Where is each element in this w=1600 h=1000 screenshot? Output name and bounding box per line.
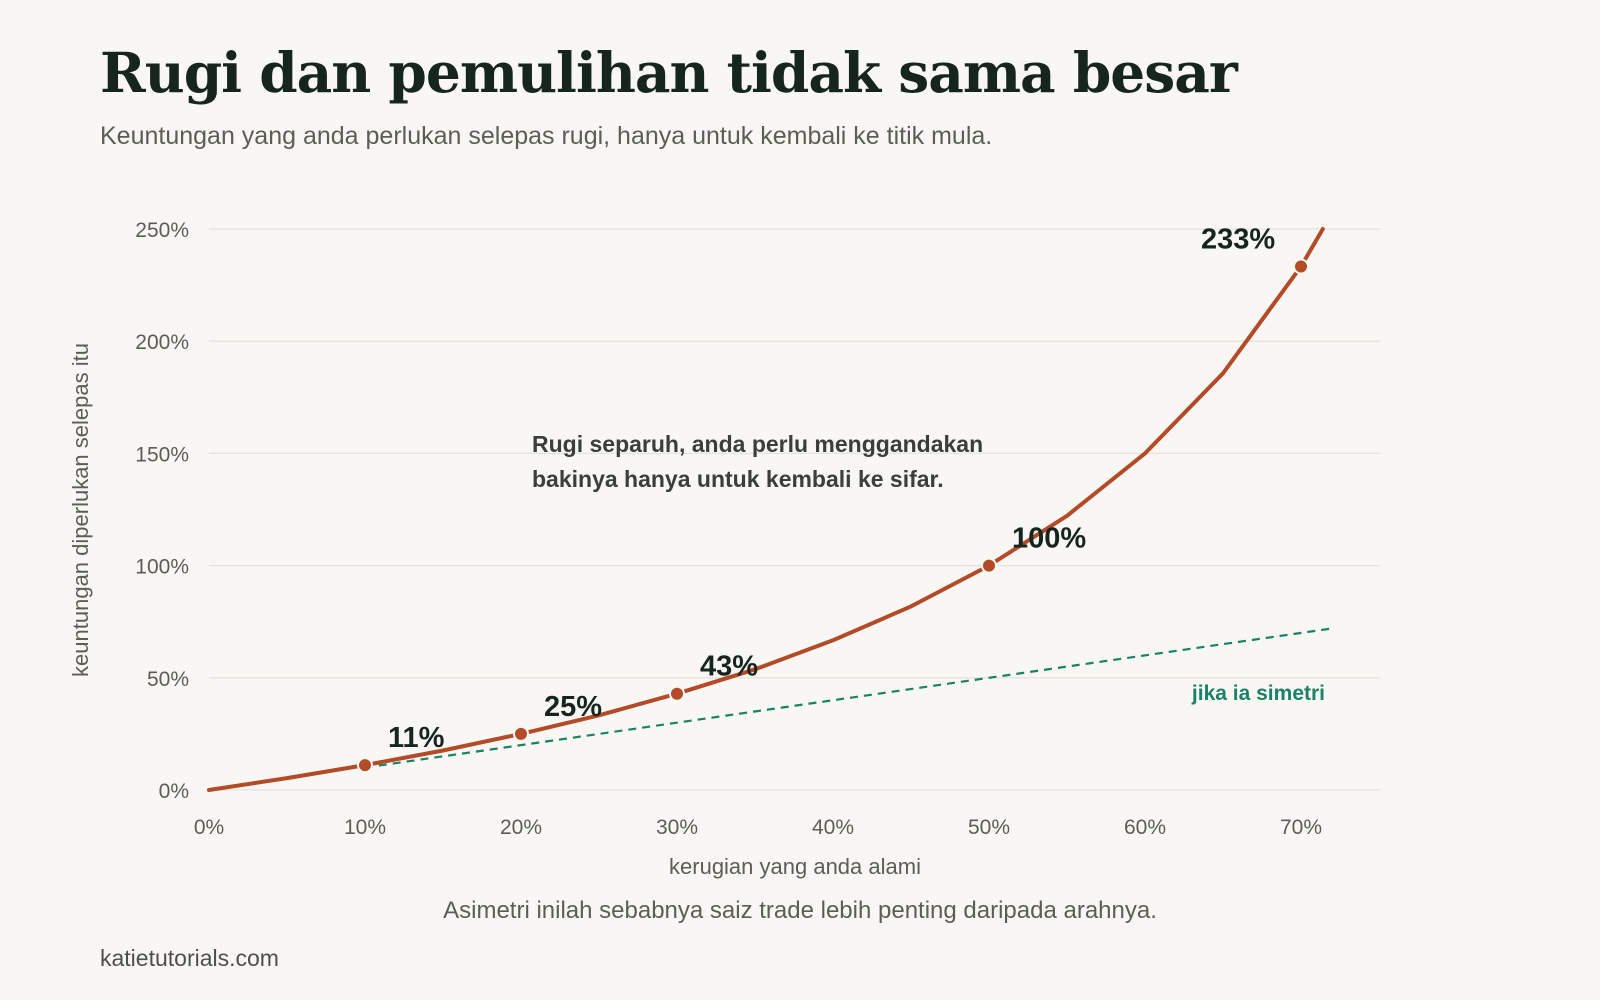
x-tick-label: 0% xyxy=(194,816,224,839)
source-credit: katietutorials.com xyxy=(100,945,279,971)
data-point xyxy=(981,557,997,574)
x-tick-label: 30% xyxy=(656,816,698,839)
x-tick-label: 60% xyxy=(1124,816,1166,839)
chart-title: Rugi dan pemulihan tidak sama besar xyxy=(100,40,1238,105)
data-label: 11% xyxy=(388,722,445,754)
chart-caption: Asimetri inilah sebabnya saiz trade lebi… xyxy=(443,897,1157,924)
y-axis-ticks: 0% 50% 100% 150% 200% 250% xyxy=(135,219,189,803)
data-point xyxy=(513,725,529,742)
x-tick-label: 50% xyxy=(968,816,1010,839)
x-axis-label: kerugian yang anda alami xyxy=(669,854,921,879)
reference-line-label: jika ia simetri xyxy=(1191,682,1325,705)
y-tick-label: 100% xyxy=(135,556,189,579)
data-labels: 11% 25% 43% 100% 233% xyxy=(388,223,1275,754)
y-tick-label: 150% xyxy=(135,443,189,466)
annotation-line-1: Rugi separuh, anda perlu menggandakan xyxy=(532,431,983,457)
data-label: 100% xyxy=(1012,523,1086,555)
recovery-curve xyxy=(207,227,1325,792)
data-point xyxy=(357,757,373,774)
y-tick-label: 250% xyxy=(135,219,189,242)
x-tick-label: 10% xyxy=(344,816,386,839)
y-tick-label: 0% xyxy=(159,780,189,803)
data-label: 25% xyxy=(544,691,602,723)
x-tick-label: 70% xyxy=(1280,816,1322,839)
data-label: 233% xyxy=(1201,223,1275,255)
annotation-line-2: bakinya hanya untuk kembali ke sifar. xyxy=(532,466,944,492)
x-axis-ticks: 0% 10% 20% 30% 40% 50% 60% 70% xyxy=(194,816,1322,839)
y-tick-label: 200% xyxy=(135,331,189,354)
x-tick-label: 40% xyxy=(812,816,854,839)
chart-subtitle: Keuntungan yang anda perlukan selepas ru… xyxy=(100,122,993,150)
data-point xyxy=(669,685,685,702)
grid-lines xyxy=(209,228,1380,791)
data-points xyxy=(357,258,1309,774)
y-tick-label: 50% xyxy=(147,668,189,691)
symmetric-reference-line xyxy=(364,627,1333,769)
data-label: 43% xyxy=(700,651,758,683)
y-axis-label: keuntungan diperlukan selepas itu xyxy=(68,343,93,677)
x-tick-label: 20% xyxy=(500,816,542,839)
data-point xyxy=(1293,258,1309,275)
series xyxy=(207,227,1333,792)
